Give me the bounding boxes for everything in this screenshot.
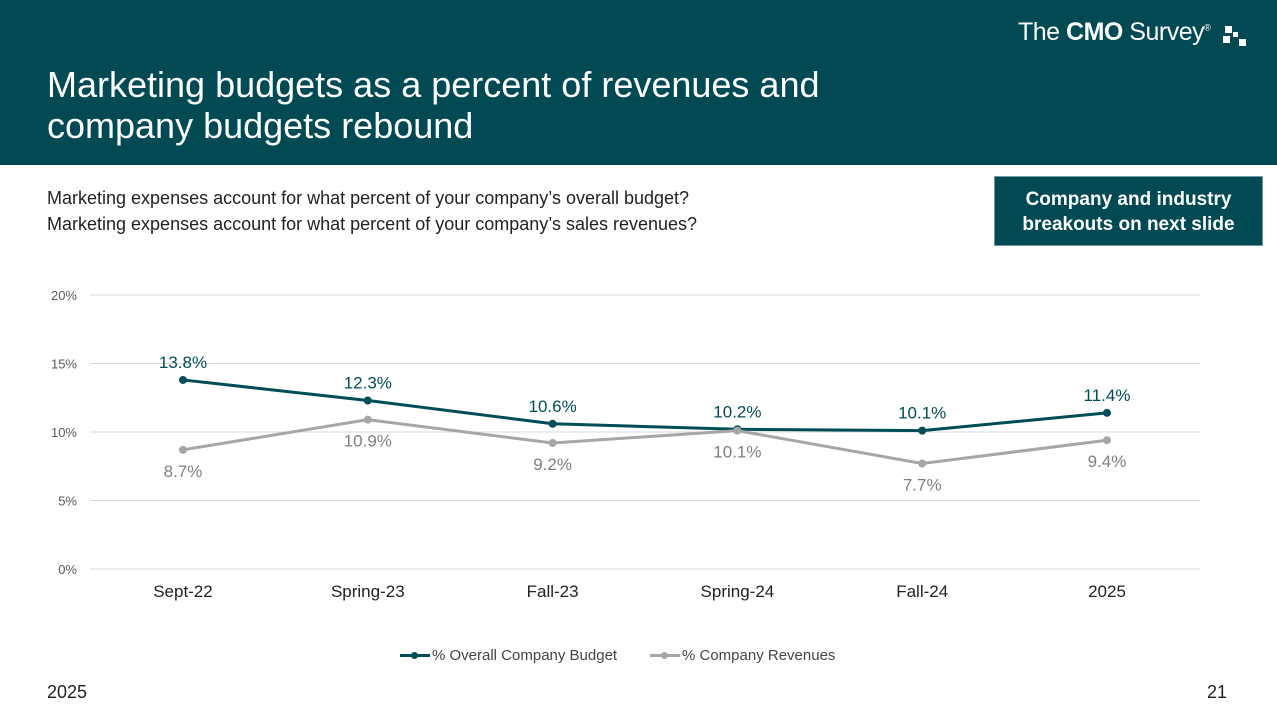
callout-box: Company and industry breakouts on next s… — [994, 176, 1263, 246]
x-tick-label: Fall-23 — [527, 582, 579, 601]
legend-item-revenues: % Company Revenues — [650, 647, 835, 664]
cmo-survey-logo: The CMO Survey® — [1018, 18, 1246, 47]
legend-line-icon — [650, 652, 680, 659]
series-line-1 — [182, 418, 1108, 466]
page-number: 21 — [1207, 682, 1228, 702]
data-point — [548, 438, 557, 447]
data-label: 10.1% — [898, 404, 946, 423]
data-point — [918, 426, 927, 435]
data-label: 11.4% — [1084, 386, 1131, 405]
data-label: 12.3% — [344, 373, 392, 392]
data-point — [363, 415, 372, 424]
question-revenues: Marketing expenses account for what perc… — [47, 214, 698, 234]
data-point — [363, 396, 372, 405]
data-label: 9.2% — [533, 455, 572, 474]
data-point — [1103, 408, 1111, 417]
x-tick-label: Sept-22 — [153, 582, 213, 601]
data-label: 10.2% — [713, 402, 761, 421]
data-label: 9.4% — [1088, 452, 1127, 471]
legend-line-icon — [400, 652, 430, 659]
y-tick-label: 0% — [58, 562, 77, 577]
data-label: 7.7% — [903, 476, 942, 495]
x-tick-label: Spring-23 — [331, 582, 405, 601]
y-tick-label: 15% — [51, 357, 77, 372]
data-point — [1103, 436, 1111, 445]
y-tick-label: 5% — [58, 494, 77, 509]
data-label: 13.8% — [159, 353, 207, 372]
data-point — [918, 459, 927, 468]
footer-year: 2025 — [47, 682, 88, 702]
legend-item-budget: % Overall Company Budget — [400, 647, 617, 664]
data-point — [548, 419, 557, 428]
x-tick-label: Spring-24 — [701, 582, 775, 601]
data-label: 8.7% — [164, 462, 203, 481]
header-band: Marketing budgets as a percent of revenu… — [0, 0, 1277, 165]
y-tick-label: 10% — [51, 425, 77, 440]
data-point — [179, 375, 187, 384]
page-title: Marketing budgets as a percent of revenu… — [47, 64, 820, 146]
series-line-0 — [182, 378, 1108, 433]
question-budget: Marketing expenses account for what perc… — [47, 188, 690, 208]
y-tick-label: 20% — [51, 288, 77, 303]
data-label: 10.1% — [713, 443, 761, 462]
data-label: 10.9% — [344, 432, 392, 451]
data-point — [733, 426, 742, 435]
x-tick-label: Fall-24 — [896, 582, 948, 601]
data-label: 10.6% — [528, 397, 576, 416]
x-tick-label: 2025 — [1088, 582, 1126, 601]
data-point — [179, 445, 187, 454]
